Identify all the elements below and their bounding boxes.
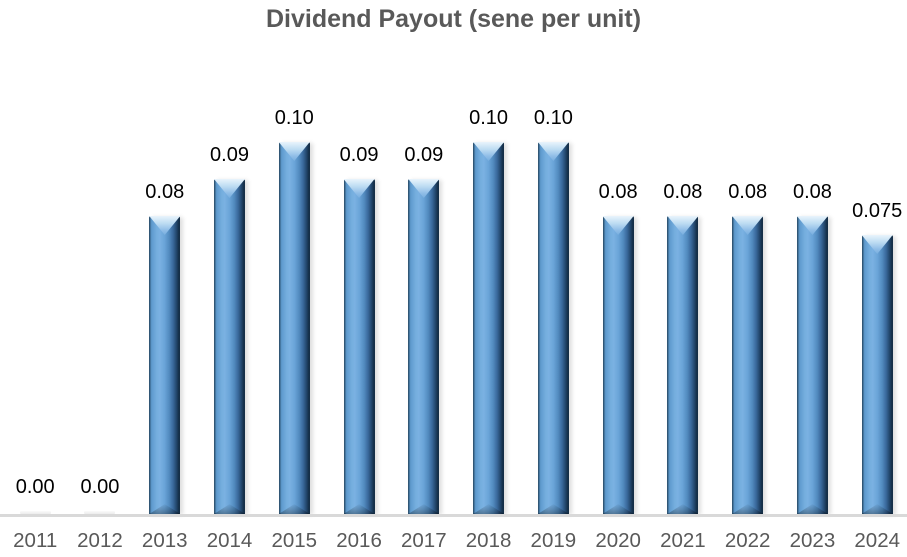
bar-group-2020: 0.08 2020 — [573, 0, 663, 557]
x-axis-label-2012: 2012 — [77, 529, 123, 552]
bar-value-label-2016: 0.09 — [339, 144, 379, 166]
bar-group-2012: 0.00 2012 — [55, 0, 145, 557]
bar-2011 — [19, 511, 51, 514]
bar-group-2018: 0.10 2018 — [444, 0, 534, 557]
bar-2018 — [473, 142, 505, 514]
bar-value-label-2020: 0.08 — [598, 181, 638, 203]
bar-2019 — [537, 142, 569, 514]
bar-value-label-2022: 0.08 — [728, 181, 768, 203]
bar-value-label-2013: 0.08 — [145, 181, 185, 203]
bar-value-label-2021: 0.08 — [663, 181, 703, 203]
bar-2021 — [667, 216, 699, 514]
bar-group-2024: 0.075 2024 — [832, 0, 907, 557]
bar-2013 — [149, 216, 181, 514]
bar-2012 — [84, 511, 116, 514]
x-axis-label-2015: 2015 — [271, 529, 318, 552]
x-axis-label-2018: 2018 — [465, 529, 512, 552]
x-axis-label-2011: 2011 — [13, 529, 58, 552]
bar-group-2014: 0.09 2014 — [185, 0, 275, 557]
bar-group-2013: 0.08 2013 — [120, 0, 210, 557]
bar-value-label-2023: 0.08 — [792, 181, 832, 203]
bar-2017 — [408, 179, 440, 514]
bar-2024 — [861, 235, 893, 514]
bar-value-label-2024: 0.075 — [852, 200, 903, 222]
x-axis-label-2020: 2020 — [595, 529, 641, 552]
x-axis-label-2023: 2023 — [789, 529, 836, 552]
bar-2016 — [343, 179, 375, 514]
bar-value-label-2019: 0.10 — [533, 107, 573, 129]
bar-2023 — [796, 216, 828, 514]
x-axis-label-2024: 2024 — [854, 529, 900, 552]
chart-title: Dividend Payout (sene per unit) — [265, 5, 642, 33]
bar-group-2017: 0.09 2017 — [379, 0, 469, 557]
bar-group-2022: 0.08 2022 — [703, 0, 793, 557]
x-axis-label-2019: 2019 — [530, 529, 577, 552]
bar-value-label-2011: 0.00 — [15, 476, 55, 498]
x-axis-label-2016: 2016 — [336, 529, 382, 552]
x-axis-label-2022: 2022 — [724, 529, 771, 552]
bar-value-label-2017: 0.09 — [404, 144, 444, 166]
bar-group-2019: 0.10 2019 — [508, 0, 598, 557]
bar-group-2021: 0.08 2021 — [638, 0, 728, 557]
bar-value-label-2014: 0.09 — [210, 144, 249, 166]
x-axis-line — [0, 514, 907, 517]
x-axis-label-2014: 2014 — [206, 529, 253, 552]
bar-value-label-2015: 0.10 — [274, 107, 314, 129]
bar-2015 — [278, 142, 310, 514]
bar-value-label-2018: 0.10 — [469, 107, 509, 129]
bar-2014 — [214, 179, 245, 514]
bar-group-2015: 0.10 2015 — [249, 0, 339, 557]
bar-group-2016: 0.09 2016 — [314, 0, 404, 557]
bar-2020 — [602, 216, 634, 514]
x-axis-label-2013: 2013 — [141, 529, 188, 552]
bar-value-label-2012: 0.00 — [80, 476, 120, 498]
x-axis-label-2021: 2021 — [660, 529, 706, 552]
x-axis-label-2017: 2017 — [401, 529, 447, 552]
bar-2022 — [732, 216, 764, 514]
bar-group-2023: 0.08 2023 — [767, 0, 857, 557]
bar-group-2011: 0.00 2011 — [0, 0, 80, 557]
